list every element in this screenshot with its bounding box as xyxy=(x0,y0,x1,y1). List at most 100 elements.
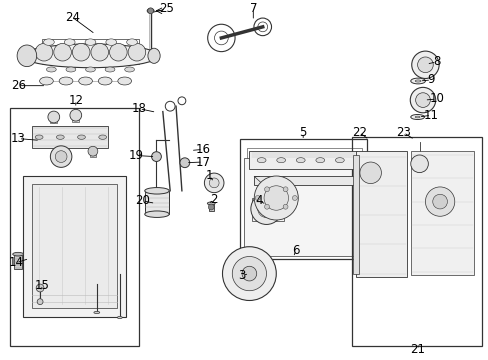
Circle shape xyxy=(292,195,297,201)
Ellipse shape xyxy=(22,44,159,68)
Circle shape xyxy=(254,176,298,220)
Bar xyxy=(23,176,126,317)
Text: 21: 21 xyxy=(410,343,425,356)
Bar xyxy=(208,203,213,211)
Text: 18: 18 xyxy=(132,102,146,115)
Circle shape xyxy=(425,187,454,216)
Circle shape xyxy=(232,256,266,291)
Circle shape xyxy=(209,178,219,188)
Circle shape xyxy=(359,162,381,184)
Circle shape xyxy=(432,194,447,209)
Text: 12: 12 xyxy=(68,94,83,107)
Circle shape xyxy=(55,151,67,162)
Text: 3: 3 xyxy=(238,269,245,282)
Ellipse shape xyxy=(276,158,285,163)
Bar xyxy=(144,191,169,214)
Ellipse shape xyxy=(43,39,54,45)
Ellipse shape xyxy=(40,77,53,85)
Ellipse shape xyxy=(126,39,137,45)
Ellipse shape xyxy=(144,188,169,194)
Bar xyxy=(41,39,139,64)
Ellipse shape xyxy=(315,158,324,163)
Bar xyxy=(410,151,473,275)
Bar xyxy=(416,59,433,71)
Bar xyxy=(351,137,481,346)
Ellipse shape xyxy=(147,48,160,63)
Ellipse shape xyxy=(257,158,265,163)
Circle shape xyxy=(250,193,282,224)
Circle shape xyxy=(72,44,90,61)
Text: 19: 19 xyxy=(128,149,143,162)
Ellipse shape xyxy=(410,78,425,84)
Ellipse shape xyxy=(118,77,131,85)
Text: 1: 1 xyxy=(205,169,213,182)
Text: 10: 10 xyxy=(428,93,443,105)
Circle shape xyxy=(91,44,108,61)
Text: 5: 5 xyxy=(299,126,306,139)
Text: 4: 4 xyxy=(255,194,263,207)
Circle shape xyxy=(222,247,276,301)
Text: 7: 7 xyxy=(249,3,257,15)
Circle shape xyxy=(417,57,432,73)
Ellipse shape xyxy=(98,77,112,85)
Text: 11: 11 xyxy=(423,109,438,122)
Text: 16: 16 xyxy=(195,143,210,156)
Bar xyxy=(251,198,283,221)
Circle shape xyxy=(283,204,287,209)
Circle shape xyxy=(54,44,71,61)
Bar xyxy=(355,151,407,277)
Circle shape xyxy=(415,93,429,107)
Bar xyxy=(14,255,22,269)
Text: 9: 9 xyxy=(427,73,434,86)
Bar xyxy=(254,176,356,185)
Text: 8: 8 xyxy=(432,55,440,68)
Bar xyxy=(90,149,96,157)
Ellipse shape xyxy=(94,311,100,314)
Bar xyxy=(246,148,361,173)
Ellipse shape xyxy=(414,80,420,82)
Ellipse shape xyxy=(46,67,56,72)
Circle shape xyxy=(283,187,287,192)
Text: 17: 17 xyxy=(195,156,210,168)
Text: 13: 13 xyxy=(11,132,26,145)
Circle shape xyxy=(36,284,44,292)
Circle shape xyxy=(208,204,214,210)
Circle shape xyxy=(264,204,269,209)
Circle shape xyxy=(409,87,435,113)
Bar xyxy=(243,158,363,256)
Bar xyxy=(32,184,117,308)
Ellipse shape xyxy=(147,9,154,13)
Ellipse shape xyxy=(105,39,117,45)
Circle shape xyxy=(88,146,98,156)
Circle shape xyxy=(242,266,256,281)
Circle shape xyxy=(257,200,275,217)
Circle shape xyxy=(151,152,161,162)
Circle shape xyxy=(180,158,189,168)
Ellipse shape xyxy=(64,39,75,45)
Text: 14: 14 xyxy=(9,256,23,269)
Text: 6: 6 xyxy=(291,244,299,257)
Ellipse shape xyxy=(207,202,215,205)
Bar xyxy=(72,113,79,122)
Ellipse shape xyxy=(144,211,169,217)
Ellipse shape xyxy=(99,135,106,139)
Bar xyxy=(32,126,107,148)
Circle shape xyxy=(147,8,153,14)
Text: 20: 20 xyxy=(135,194,150,207)
Circle shape xyxy=(204,173,224,193)
Text: 22: 22 xyxy=(351,126,366,139)
Circle shape xyxy=(264,186,288,210)
Ellipse shape xyxy=(124,67,134,72)
Ellipse shape xyxy=(66,67,76,72)
Ellipse shape xyxy=(105,67,115,72)
Circle shape xyxy=(410,155,427,172)
Text: 24: 24 xyxy=(65,11,80,24)
Bar xyxy=(415,161,423,172)
Circle shape xyxy=(35,44,53,61)
Ellipse shape xyxy=(85,67,95,72)
Bar xyxy=(10,108,139,346)
Ellipse shape xyxy=(56,135,64,139)
Text: 26: 26 xyxy=(11,79,26,92)
Ellipse shape xyxy=(17,45,37,67)
Bar xyxy=(352,155,358,274)
